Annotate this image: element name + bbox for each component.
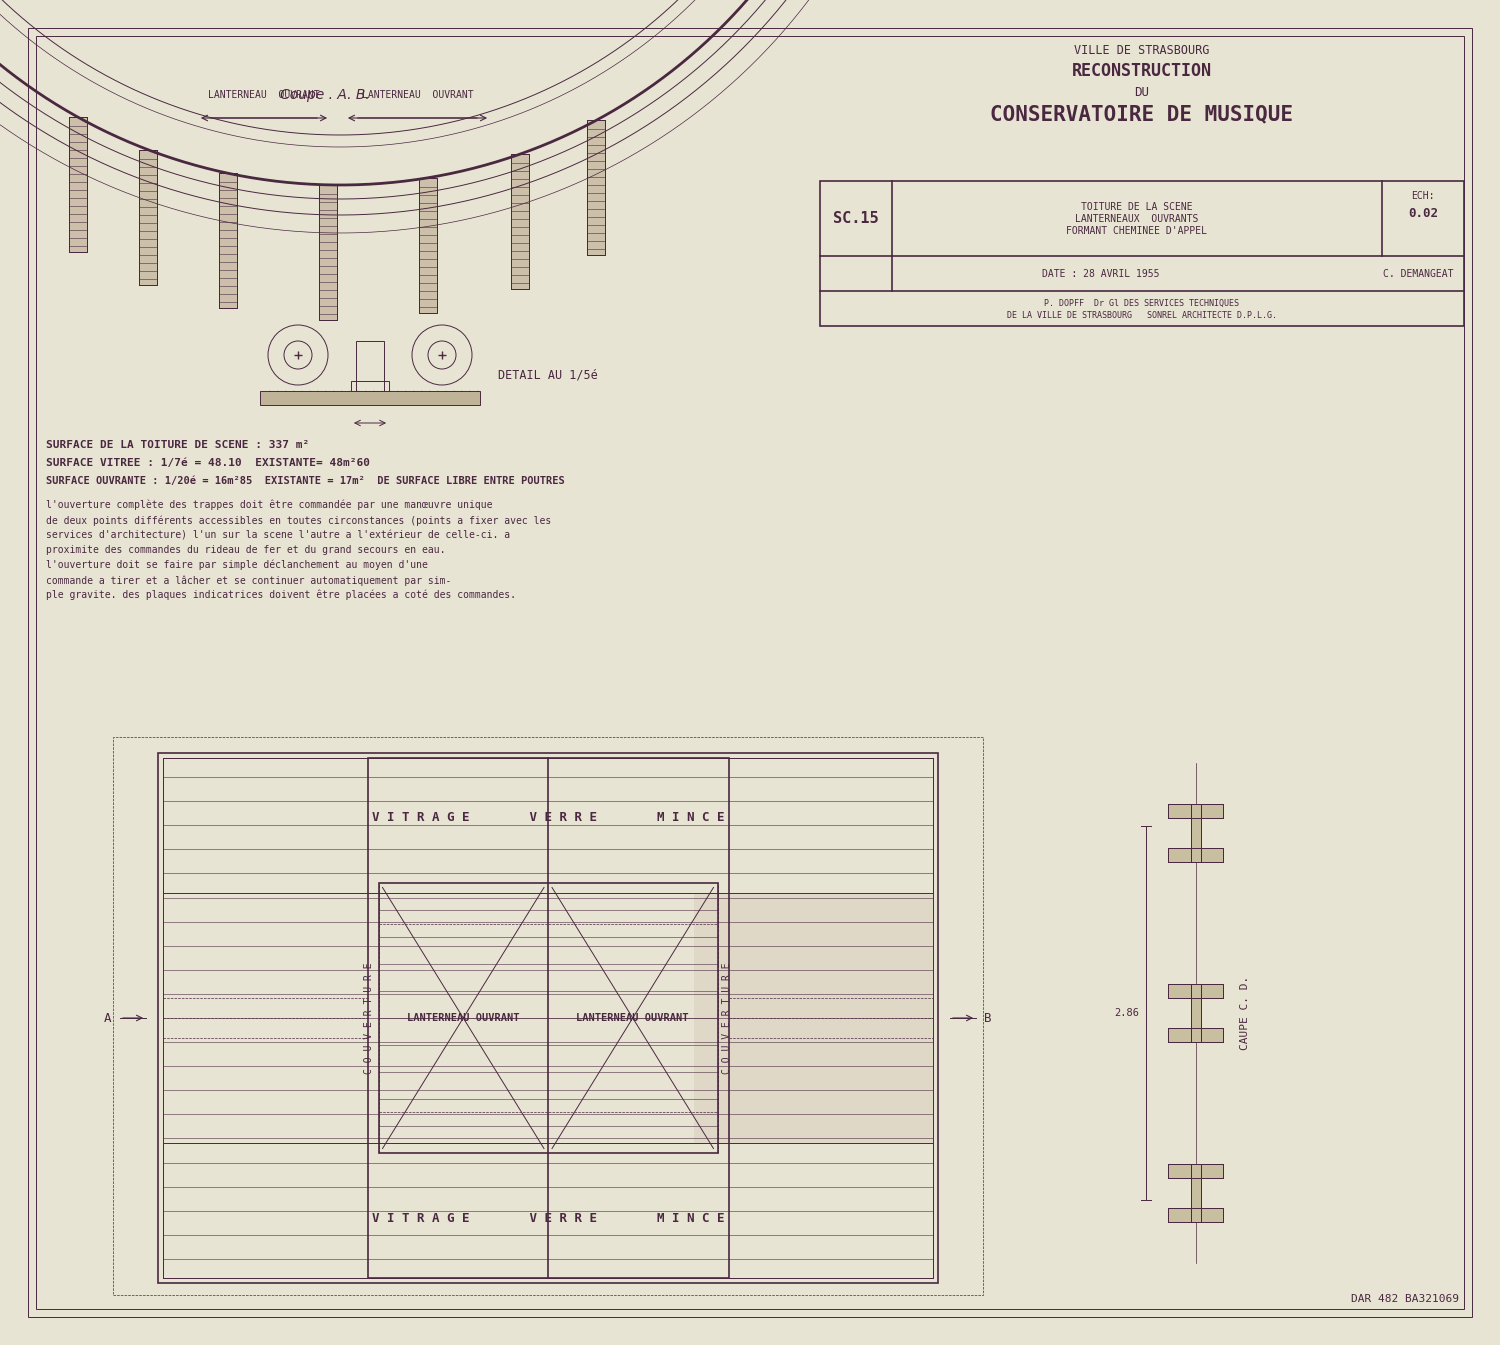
- Text: SURFACE OUVRANTE : 1/20é = 16m²85  EXISTANTE = 17m²  DE SURFACE LIBRE ENTRE POUT: SURFACE OUVRANTE : 1/20é = 16m²85 EXISTA…: [46, 476, 564, 486]
- Text: commande a tirer et a lâcher et se continuer automatiquement par sim-: commande a tirer et a lâcher et se conti…: [46, 576, 452, 585]
- Bar: [693, 893, 933, 1142]
- Text: DETAIL AU 1/5é: DETAIL AU 1/5é: [498, 369, 597, 382]
- Text: proximite des commandes du rideau de fer et du grand secours en eau.: proximite des commandes du rideau de fer…: [46, 545, 446, 555]
- Bar: [260, 391, 480, 405]
- Bar: [1191, 1163, 1200, 1223]
- Bar: [586, 121, 604, 256]
- Bar: [1168, 1163, 1222, 1178]
- Text: C O U V E R T U R E: C O U V E R T U R E: [364, 962, 375, 1073]
- Bar: [1191, 985, 1200, 1042]
- Bar: [1168, 847, 1222, 862]
- Text: ple gravite. des plaques indicatrices doivent être placées a coté des commandes.: ple gravite. des plaques indicatrices do…: [46, 590, 516, 600]
- Bar: [69, 117, 87, 252]
- Text: LANTERNEAU OUVRANT: LANTERNEAU OUVRANT: [406, 1013, 519, 1024]
- Text: DE LA VILLE DE STRASBOURG   SONREL ARCHITECTE D.P.L.G.: DE LA VILLE DE STRASBOURG SONREL ARCHITE…: [1007, 311, 1276, 320]
- Bar: [512, 155, 530, 289]
- Bar: [1191, 1163, 1200, 1223]
- Text: SC.15: SC.15: [833, 211, 879, 226]
- Text: C O U V E R T U R E: C O U V E R T U R E: [722, 962, 732, 1073]
- Text: LANTERNEAU  OUVRANT: LANTERNEAU OUVRANT: [209, 90, 320, 100]
- Text: DU: DU: [1134, 86, 1149, 100]
- Bar: [1168, 1028, 1222, 1042]
- Bar: [821, 182, 1464, 325]
- Bar: [1168, 1163, 1222, 1178]
- Text: A: A: [104, 1011, 111, 1025]
- Bar: [140, 149, 158, 285]
- Text: FORMANT CHEMINEE D'APPEL: FORMANT CHEMINEE D'APPEL: [1066, 226, 1208, 235]
- Bar: [1168, 804, 1222, 818]
- Text: SURFACE VITREE : 1/7é = 48.10  EXISTANTE= 48m²60: SURFACE VITREE : 1/7é = 48.10 EXISTANTE=…: [46, 459, 370, 468]
- Text: LANTERNEAU  OUVRANT: LANTERNEAU OUVRANT: [362, 90, 474, 100]
- Bar: [158, 753, 938, 1283]
- Text: ECH:: ECH:: [1412, 191, 1434, 200]
- Text: LANTERNEAU OUVRANT: LANTERNEAU OUVRANT: [576, 1013, 688, 1024]
- Text: V I T R A G E        V E R R E        M I N C E: V I T R A G E V E R R E M I N C E: [372, 1212, 724, 1225]
- Text: DATE : 28 AVRIL 1955: DATE : 28 AVRIL 1955: [1042, 269, 1160, 278]
- Text: VILLE DE STRASBOURG: VILLE DE STRASBOURG: [1074, 44, 1209, 56]
- Text: V I T R A G E        V E R R E        M I N C E: V I T R A G E V E R R E M I N C E: [372, 811, 724, 824]
- Text: CONSERVATOIRE DE MUSIQUE: CONSERVATOIRE DE MUSIQUE: [990, 104, 1293, 124]
- Bar: [164, 1142, 933, 1278]
- Bar: [320, 184, 338, 320]
- Bar: [1191, 985, 1200, 1042]
- Bar: [1168, 847, 1222, 862]
- Bar: [1168, 985, 1222, 998]
- Text: B: B: [984, 1011, 992, 1025]
- Bar: [419, 178, 436, 313]
- Bar: [219, 174, 237, 308]
- Text: Coupe . A. B.: Coupe . A. B.: [280, 87, 370, 102]
- Text: services d'architecture) l'un sur la scene l'autre a l'extérieur de celle-ci. a: services d'architecture) l'un sur la sce…: [46, 530, 510, 539]
- Text: SURFACE DE LA TOITURE DE SCENE : 337 m²: SURFACE DE LA TOITURE DE SCENE : 337 m²: [46, 440, 309, 451]
- Text: l'ouverture doit se faire par simple déclanchement au moyen d'une: l'ouverture doit se faire par simple déc…: [46, 560, 428, 570]
- Text: CAUPE C. D.: CAUPE C. D.: [1240, 976, 1250, 1050]
- Bar: [368, 759, 729, 1278]
- Bar: [69, 117, 87, 252]
- Bar: [356, 342, 384, 391]
- Text: C. DEMANGEAT: C. DEMANGEAT: [1383, 269, 1454, 278]
- Text: P. DOPFF  Dr Gl DES SERVICES TECHNIQUES: P. DOPFF Dr Gl DES SERVICES TECHNIQUES: [1044, 299, 1239, 308]
- Bar: [164, 759, 933, 893]
- Text: 0.02: 0.02: [1408, 207, 1438, 221]
- Bar: [219, 174, 237, 308]
- Bar: [1191, 804, 1200, 862]
- Bar: [1168, 1208, 1222, 1223]
- Bar: [1168, 1208, 1222, 1223]
- Text: RECONSTRUCTION: RECONSTRUCTION: [1072, 62, 1212, 79]
- Bar: [378, 884, 717, 1153]
- Bar: [320, 184, 338, 320]
- Bar: [164, 759, 933, 1278]
- Bar: [1168, 985, 1222, 998]
- Bar: [419, 178, 436, 313]
- Text: de deux points différents accessibles en toutes circonstances (points a fixer av: de deux points différents accessibles en…: [46, 515, 552, 526]
- Text: 2.86: 2.86: [1114, 1007, 1138, 1018]
- Bar: [1168, 804, 1222, 818]
- Bar: [1168, 1028, 1222, 1042]
- Text: TOITURE DE LA SCENE: TOITURE DE LA SCENE: [1082, 202, 1192, 211]
- Bar: [351, 381, 388, 391]
- Text: DAR 482 BA321069: DAR 482 BA321069: [1352, 1294, 1460, 1305]
- Bar: [140, 149, 158, 285]
- Text: l'ouverture complète des trappes doit être commandée par une manœuvre unique: l'ouverture complète des trappes doit êt…: [46, 500, 492, 511]
- Bar: [1191, 804, 1200, 862]
- Bar: [112, 737, 983, 1295]
- Bar: [512, 155, 530, 289]
- Text: LANTERNEAUX  OUVRANTS: LANTERNEAUX OUVRANTS: [1076, 214, 1198, 223]
- Bar: [586, 121, 604, 256]
